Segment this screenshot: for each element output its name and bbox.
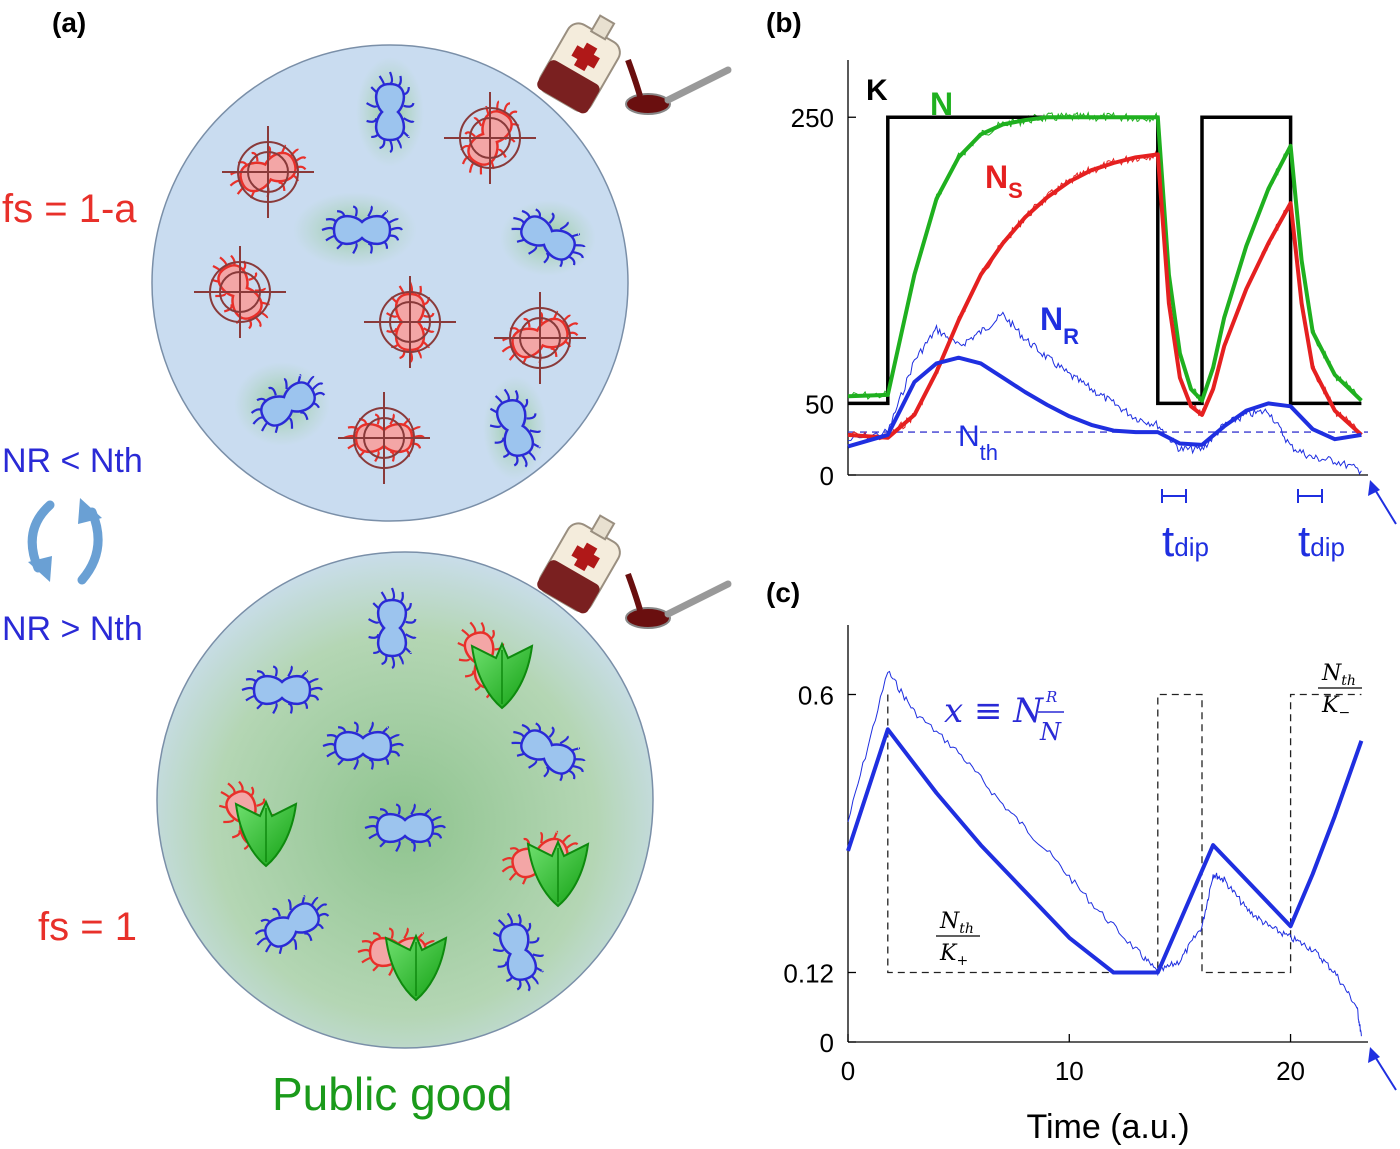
svg-text:Nth: Nth xyxy=(1321,661,1356,689)
series-x xyxy=(846,727,1364,975)
y-tick-label: 0 xyxy=(820,1028,834,1058)
sensitive-bacterium xyxy=(457,621,534,710)
ns-label: NS xyxy=(985,159,1023,203)
resistant-bacterium xyxy=(250,374,326,433)
spoon-icon xyxy=(625,572,732,629)
public-good-label: Public good xyxy=(272,1068,512,1120)
target-icon xyxy=(338,392,430,484)
y-ticks: 0 0.12 0.6 xyxy=(783,681,856,1058)
nr-label: NR xyxy=(1040,301,1079,349)
k-label: K xyxy=(866,74,888,107)
nth-over-kplus-label: Nth K+ xyxy=(936,909,980,969)
x-tick-label: 10 xyxy=(1055,1056,1084,1086)
shield-icon xyxy=(526,839,590,908)
svg-text:N: N xyxy=(1039,718,1062,746)
resistant-bacterium xyxy=(511,208,586,268)
panel-a: (a) xyxy=(2,7,732,1120)
x-ticks: 0 10 20 xyxy=(841,1034,1305,1086)
tdip-label-2: tdip xyxy=(1298,517,1345,566)
series-ns xyxy=(847,152,1363,440)
svg-text:Nth: Nth xyxy=(939,909,974,937)
plot-series xyxy=(847,111,1363,475)
target-icon xyxy=(194,246,286,338)
panel-c: (c) 0 0.12 0.6 0 10 20 Time (a.u.) x ≡ N R N… xyxy=(766,577,1397,1146)
y-tick-label: 0 xyxy=(820,461,834,491)
resistant-bacterium xyxy=(492,912,545,992)
target-icon xyxy=(222,126,314,218)
series-nr xyxy=(847,355,1362,449)
y-tick-label: 0.12 xyxy=(783,959,834,989)
fs-bottom-label: fs = 1 xyxy=(38,905,137,949)
panel-a-label: (a) xyxy=(52,7,86,38)
fs-top-label: fs = 1-a xyxy=(2,187,137,231)
nth-over-kminus-label: Nth K− xyxy=(1318,661,1362,721)
y-tick-label: 50 xyxy=(805,389,834,419)
nr-greater-label: NR > Nth xyxy=(2,610,143,648)
tdip-marker-1 xyxy=(1161,489,1187,503)
spoon-icon xyxy=(625,58,732,115)
target-icon xyxy=(494,292,586,384)
sensitive-bacterium xyxy=(364,276,456,368)
series-k xyxy=(848,115,1362,406)
svg-text:R: R xyxy=(1045,688,1057,706)
sensitive-bacterium xyxy=(357,927,448,1002)
target-icon xyxy=(444,92,536,184)
cycle-arrows-icon xyxy=(27,498,103,585)
sensitive-bacterium xyxy=(194,246,286,338)
series-threshold-ratio xyxy=(887,693,1362,974)
medicine-bottle-icon xyxy=(537,514,621,614)
y-tick-label: 250 xyxy=(791,103,834,133)
tdip-marker-2 xyxy=(1297,489,1323,503)
medicine-bottle-icon xyxy=(537,14,621,114)
y-tick-label: 0.6 xyxy=(798,681,834,711)
plot-series xyxy=(846,670,1364,1037)
sensitive-bacterium xyxy=(222,126,314,218)
x-definition-label: x ≡ N R N xyxy=(944,688,1064,746)
panel-c-label: (c) xyxy=(766,577,800,608)
resistant-bacterium xyxy=(241,665,323,714)
x-axis-label: Time (a.u.) xyxy=(1026,1108,1189,1146)
extinction-arrow-icon xyxy=(1368,1047,1397,1091)
series-x-simulation xyxy=(847,670,1362,1037)
resistant-bacterium xyxy=(364,803,446,852)
resistant-bacterium xyxy=(254,895,330,954)
shield-icon xyxy=(470,641,534,710)
nth-label: Nth xyxy=(958,420,998,465)
sensitive-bacterium xyxy=(338,392,430,484)
shield-icon xyxy=(234,799,298,868)
sensitive-bacterium xyxy=(219,780,298,868)
svg-text:K+: K+ xyxy=(939,941,968,969)
panel-b-label: (b) xyxy=(766,7,802,38)
sensitive-bacterium xyxy=(444,92,536,184)
shield-icon xyxy=(384,933,448,1002)
resistant-bacterium xyxy=(366,71,415,153)
y-ticks: 0 50 250 xyxy=(791,103,856,491)
x-tick-label: 0 xyxy=(841,1056,855,1086)
panel-b: (b) 0 50 250 K N NS NR Nth tdip tdip xyxy=(766,7,1397,566)
series-n xyxy=(847,115,1363,403)
sensitive-bacterium xyxy=(501,830,590,908)
n-label: N xyxy=(930,86,953,122)
target-icon xyxy=(364,276,456,368)
resistant-bacterium xyxy=(489,388,542,468)
svg-text:K−: K− xyxy=(1321,693,1350,721)
x-tick-label: 20 xyxy=(1276,1056,1305,1086)
nr-less-label: NR < Nth xyxy=(2,442,143,480)
resistant-bacterium xyxy=(368,587,417,669)
svg-text:x ≡ N: x ≡ N xyxy=(944,691,1044,731)
tdip-label-1: tdip xyxy=(1162,517,1209,566)
extinction-arrow-icon xyxy=(1368,480,1397,525)
resistant-bacterium xyxy=(511,722,586,782)
